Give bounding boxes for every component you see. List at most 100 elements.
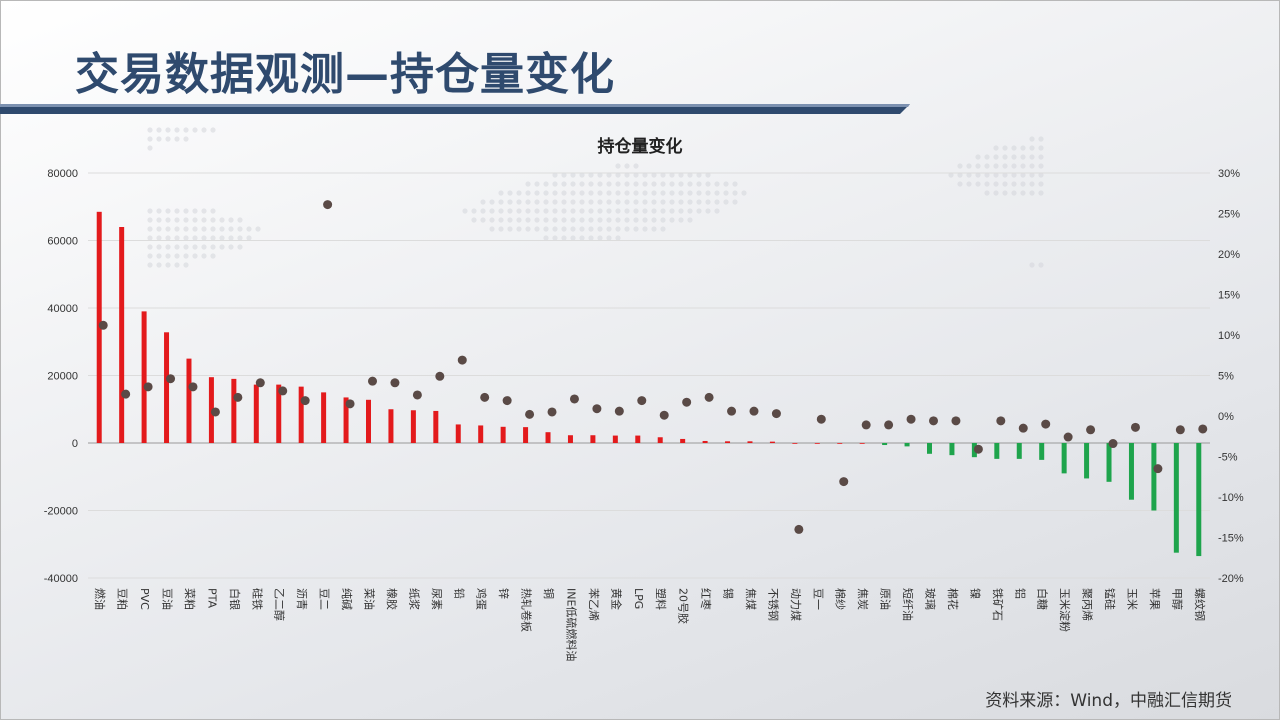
category-label: 燃油 — [93, 588, 107, 610]
scatter-point — [973, 444, 983, 454]
category-label: 镍 — [968, 588, 982, 599]
scatter-point — [1153, 464, 1163, 474]
category-label: 棉花 — [946, 588, 960, 610]
scatter-point — [435, 371, 445, 381]
bar — [1039, 443, 1045, 460]
bar — [366, 399, 371, 443]
scatter-point — [794, 524, 804, 534]
bar — [164, 332, 170, 443]
scatter-point — [771, 409, 781, 419]
scatter-point — [884, 420, 894, 430]
category-label: 玻璃 — [924, 588, 938, 610]
bar — [1151, 443, 1157, 511]
scatter-point — [1063, 432, 1073, 442]
scatter-point — [839, 477, 849, 487]
left-tick-label: 20000 — [47, 371, 78, 383]
bar — [1173, 443, 1179, 553]
category-label: 铝 — [1013, 588, 1027, 599]
bar — [702, 440, 708, 443]
bar — [186, 358, 192, 443]
category-label: 玉米淀粉 — [1058, 588, 1072, 632]
scatter-point — [188, 382, 198, 392]
chart-title: 持仓量变化 — [597, 137, 683, 157]
bar — [792, 443, 798, 444]
scatter-point — [121, 389, 131, 399]
bar — [433, 410, 439, 443]
bar — [1061, 443, 1067, 474]
category-label: 红枣 — [699, 588, 712, 610]
left-tick-label: 40000 — [47, 303, 78, 315]
scatter-point — [1018, 423, 1028, 433]
right-tick-label: -15% — [1218, 533, 1244, 545]
scatter-point — [996, 416, 1006, 426]
left-tick-label: 0 — [72, 438, 78, 450]
category-label: 铁矿石 — [991, 588, 1004, 621]
category-label: 纸浆 — [407, 588, 421, 610]
bar — [455, 424, 461, 443]
category-label: 苯乙烯 — [587, 588, 601, 621]
category-label: 焦煤 — [744, 588, 757, 610]
bar — [478, 425, 484, 443]
right-tick-label: 5% — [1218, 371, 1234, 383]
bar — [1196, 443, 1202, 557]
category-label: LPG — [632, 588, 645, 609]
category-label: 橡胶 — [385, 588, 399, 610]
category-label: 玉米 — [1125, 588, 1138, 610]
scatter-point — [300, 396, 310, 406]
category-label: 聚丙烯 — [1081, 588, 1094, 621]
scatter-point — [255, 378, 265, 388]
scatter-point — [1108, 439, 1118, 449]
category-label: 白银 — [228, 588, 242, 610]
scatter-point — [98, 320, 108, 330]
bar — [859, 443, 865, 444]
bar — [321, 392, 327, 443]
scatter-point — [143, 382, 153, 392]
scatter-series — [98, 200, 1208, 534]
scatter-point — [659, 410, 669, 420]
scatter-point — [457, 355, 467, 365]
scatter-point — [525, 409, 535, 419]
category-label: 菜油 — [363, 588, 377, 610]
category-label: 沥青 — [295, 588, 308, 610]
category-label: PTA — [205, 588, 218, 608]
world-map-watermark — [147, 127, 1044, 268]
bar — [904, 443, 910, 447]
bar — [949, 443, 955, 456]
bar — [657, 437, 663, 443]
bar — [276, 384, 282, 443]
bar — [1128, 443, 1134, 500]
bar — [1084, 443, 1090, 479]
bar — [388, 409, 394, 443]
scatter-point — [345, 399, 355, 409]
scatter-point — [929, 416, 938, 426]
category-label: 焦炭 — [856, 588, 869, 610]
scatter-point — [816, 414, 826, 424]
bar — [769, 441, 775, 443]
chart-gridlines — [88, 172, 1210, 579]
bar — [725, 441, 731, 443]
category-label: 豆油 — [161, 588, 175, 610]
right-tick-label: 10% — [1218, 330, 1240, 342]
left-tick-label: -20000 — [44, 506, 78, 518]
category-label: 锡 — [722, 588, 736, 599]
bar — [747, 441, 753, 443]
scatter-point — [1198, 424, 1208, 434]
right-tick-label: 0% — [1218, 411, 1234, 423]
scatter-point — [569, 394, 579, 404]
category-label: 20号胶 — [677, 588, 691, 624]
bar — [96, 211, 102, 443]
scatter-point — [412, 390, 422, 400]
right-tick-label: -5% — [1218, 452, 1238, 464]
page-title: 交易数据观测—持仓量变化 — [75, 49, 615, 100]
scatter-point — [749, 406, 759, 416]
category-label: 豆二 — [318, 588, 331, 610]
category-label: 棉纱 — [834, 588, 848, 610]
scatter-point — [547, 407, 557, 417]
category-label: 硅铁 — [250, 588, 263, 610]
right-tick-label: 25% — [1218, 209, 1240, 221]
title-underline-band — [0, 104, 910, 114]
left-tick-label: -40000 — [44, 573, 78, 585]
right-tick-label: -20% — [1218, 573, 1244, 585]
bar — [253, 384, 259, 443]
